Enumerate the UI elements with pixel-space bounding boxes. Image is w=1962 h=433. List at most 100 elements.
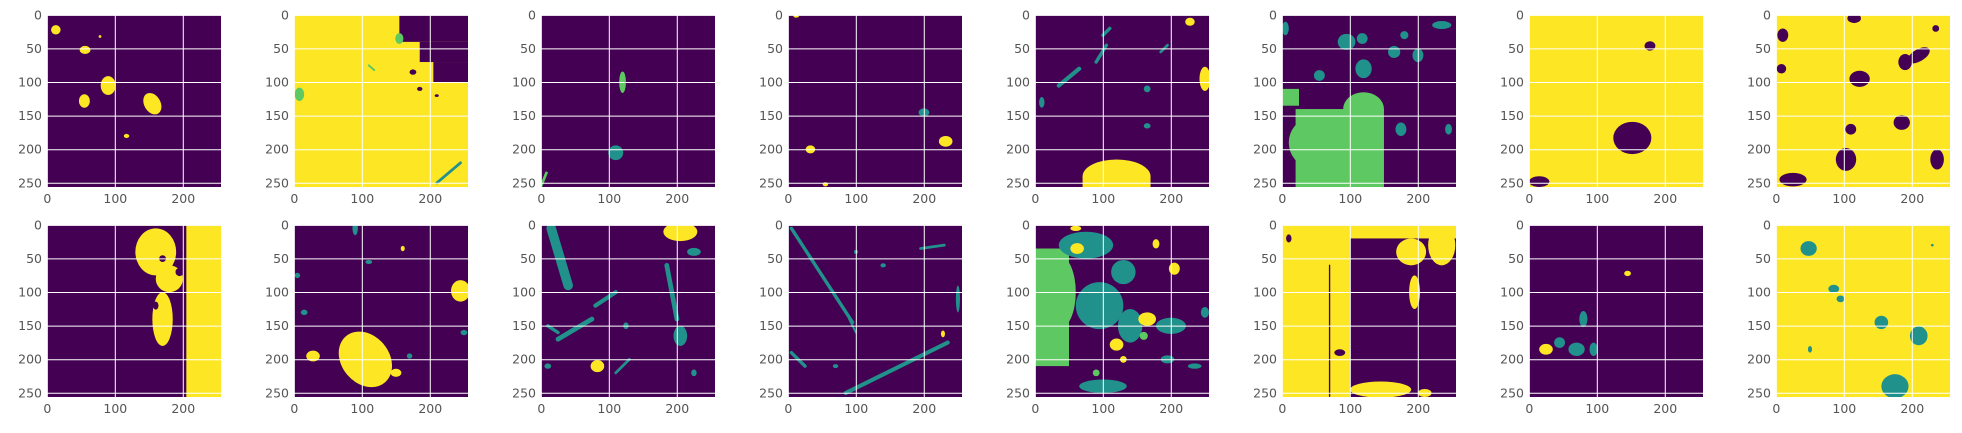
mask-region [1356, 33, 1368, 44]
mask-region [1095, 261, 1104, 269]
y-tick-label: 250 [1500, 175, 1524, 190]
mask-region [1828, 284, 1840, 293]
mask-region [1282, 21, 1289, 36]
mask-background [788, 225, 962, 397]
x-tick-label: 0 [43, 191, 51, 206]
mask-region [435, 161, 462, 185]
x-tick-label: 100 [103, 191, 127, 206]
mask-region [1396, 238, 1427, 266]
y-tick-label: 200 [512, 142, 536, 157]
mask-region [1109, 338, 1124, 351]
mask-region [1143, 85, 1151, 93]
y-tick-label: 50 [767, 251, 783, 266]
mask-region [1849, 70, 1870, 87]
x-tick-label: 200 [1900, 401, 1924, 416]
x-tick-label: 200 [1653, 401, 1677, 416]
y-tick-label: 100 [1006, 285, 1030, 300]
mask-region [546, 324, 560, 335]
mask-region [1777, 28, 1789, 42]
mask-region [1070, 243, 1084, 254]
mask-region [1143, 123, 1151, 129]
x-tick-label: 100 [1832, 401, 1856, 416]
mask-region [1185, 17, 1195, 26]
mask-region [1334, 349, 1346, 357]
mask-region [1343, 92, 1384, 126]
x-tick-label: 200 [665, 401, 689, 416]
mask-region [1111, 259, 1136, 285]
panel-image [47, 225, 221, 397]
mask-region [409, 69, 417, 75]
y-tick-label: 250 [18, 385, 42, 400]
mask-region [153, 301, 159, 310]
mask-region [1428, 225, 1456, 266]
y-tick-label: 150 [265, 108, 289, 123]
mask-region [691, 369, 697, 377]
mask-region [1847, 15, 1861, 24]
y-tick-label: 50 [1508, 41, 1524, 56]
y-tick-label: 100 [265, 285, 289, 300]
y-tick-label: 150 [512, 318, 536, 333]
y-tick-label: 100 [265, 75, 289, 90]
y-tick-label: 200 [1500, 352, 1524, 367]
mask-region [1644, 41, 1656, 51]
x-tick-label: 0 [290, 191, 298, 206]
mask-region [1554, 337, 1566, 348]
y-tick-label: 200 [18, 142, 42, 157]
x-tick-label: 0 [784, 191, 792, 206]
y-tick-label: 200 [1006, 352, 1030, 367]
mask-region [663, 225, 698, 242]
mask-region [673, 325, 688, 346]
y-tick-label: 100 [512, 75, 536, 90]
mask-region [1288, 119, 1330, 167]
y-tick-label: 250 [1006, 175, 1030, 190]
panel-12: 0 100 200 0 50 100 150 200 250 [759, 217, 962, 416]
x-tick-label: 200 [1406, 191, 1430, 206]
x-tick-label: 100 [350, 401, 374, 416]
mask-region [451, 280, 468, 302]
y-tick-label: 100 [1253, 75, 1277, 90]
y-tick-label: 200 [759, 352, 783, 367]
mask-region [390, 368, 402, 377]
y-tick-label: 0 [1516, 7, 1524, 22]
mask-region [1282, 225, 1350, 397]
panel-4: 0 100 200 0 50 100 150 200 250 [759, 7, 962, 206]
mask-region [1058, 231, 1114, 259]
y-tick-label: 100 [759, 285, 783, 300]
y-tick-label: 0 [1763, 7, 1771, 22]
mask-region [406, 353, 413, 359]
x-tick-label: 0 [537, 401, 545, 416]
x-tick-label: 0 [1772, 401, 1780, 416]
mask-region [203, 384, 217, 395]
x-tick-label: 0 [1772, 191, 1780, 206]
mask-region [306, 350, 320, 362]
panel-6: 0 100 200 0 50 100 150 200 250 [1253, 7, 1456, 206]
y-tick-label: 250 [1006, 385, 1030, 400]
mask-region [1881, 374, 1909, 397]
mask-region [1909, 326, 1928, 346]
y-tick-label: 100 [18, 75, 42, 90]
mask-region [51, 25, 61, 35]
y-tick-label: 0 [1022, 217, 1030, 232]
y-tick-label: 150 [1747, 108, 1771, 123]
mask-region [593, 290, 618, 308]
y-tick-label: 200 [1253, 142, 1277, 157]
mask-region [300, 309, 308, 316]
y-tick-label: 0 [281, 7, 289, 22]
y-tick-label: 150 [265, 318, 289, 333]
panel-9: 0 100 200 0 50 100 150 200 250 [18, 217, 221, 416]
x-tick-label: 0 [290, 401, 298, 416]
mask-region [608, 145, 624, 161]
y-tick-label: 200 [1747, 352, 1771, 367]
y-tick-label: 250 [1747, 175, 1771, 190]
mask-region [555, 316, 595, 342]
mask-region [100, 76, 116, 95]
mask-background [541, 225, 715, 397]
mask-region [367, 64, 376, 72]
panel-image [1529, 15, 1703, 187]
y-tick-label: 50 [1261, 251, 1277, 266]
mask-background [47, 15, 221, 187]
y-tick-label: 200 [18, 352, 42, 367]
x-tick-label: 200 [912, 401, 936, 416]
mask-region [294, 87, 305, 101]
